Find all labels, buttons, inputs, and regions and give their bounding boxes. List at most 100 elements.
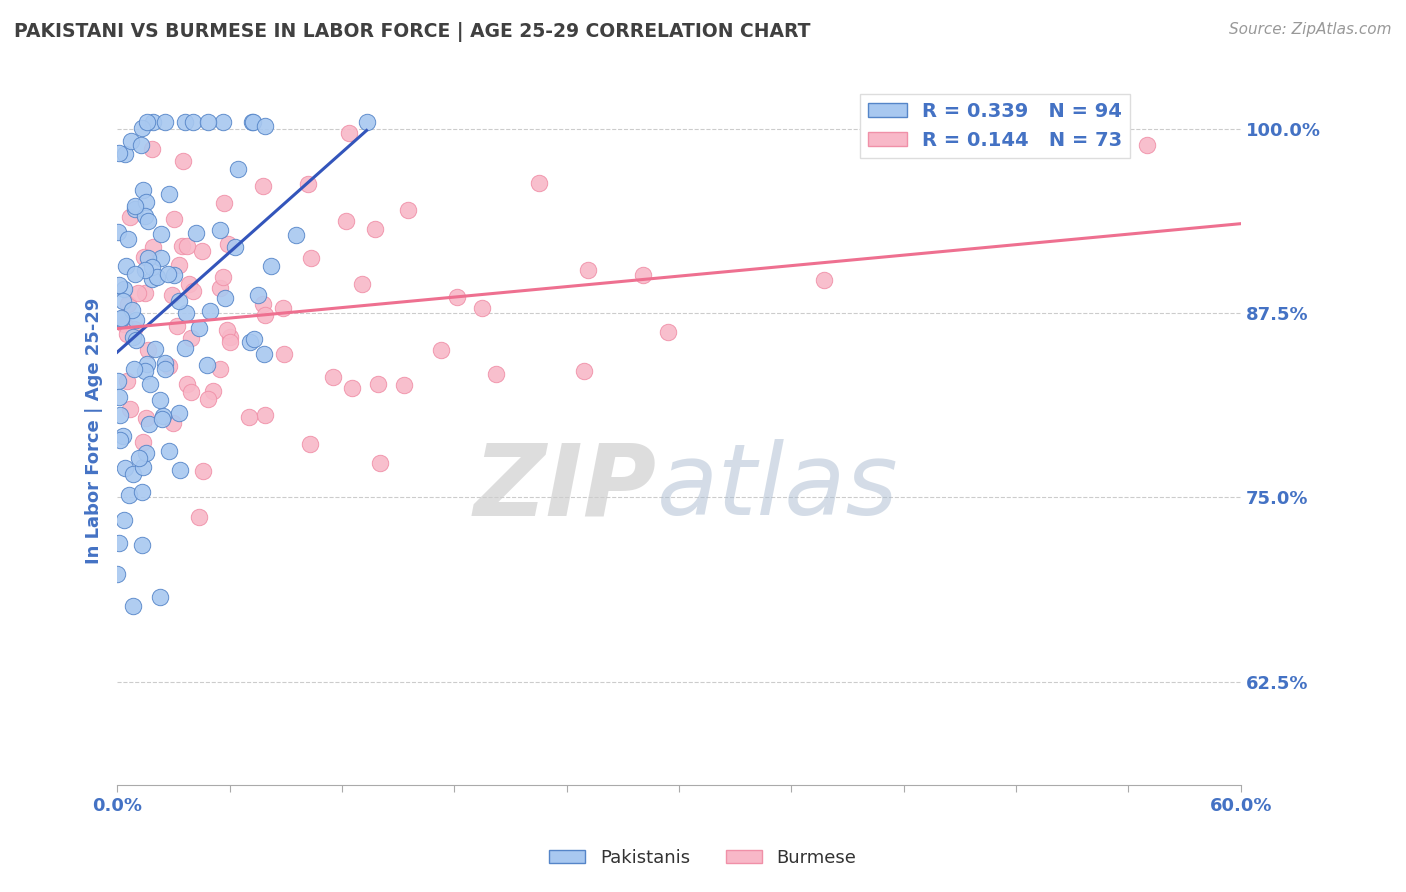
Point [114, 147, 136, 161]
Point [253, 347, 276, 361]
Point [107, 374, 129, 388]
Point [191, 465, 214, 479]
Point [170, 239, 193, 253]
Point [392, 377, 415, 392]
Point [342, 381, 364, 395]
Point [446, 290, 468, 304]
Point [139, 377, 162, 392]
Point [1136, 138, 1159, 153]
Point [246, 287, 269, 301]
Text: PAKISTANI VS BURMESE IN LABOR FORCE | AGE 25-29 CORRELATION CHART: PAKISTANI VS BURMESE IN LABOR FORCE | AG… [14, 22, 811, 42]
Point [120, 402, 142, 417]
Point [142, 114, 165, 128]
Point [186, 227, 208, 241]
Point [176, 239, 198, 253]
Point [132, 183, 155, 197]
Point [107, 535, 129, 549]
Point [226, 161, 249, 176]
Point [212, 196, 235, 211]
Point [124, 202, 146, 216]
Point [174, 341, 197, 355]
Point [202, 384, 225, 398]
Point [141, 142, 163, 156]
Point [242, 114, 264, 128]
Point [134, 250, 156, 264]
Point [135, 411, 157, 425]
Point [813, 273, 835, 287]
Point [138, 417, 160, 431]
Point [122, 599, 145, 613]
Text: ZIP: ZIP [474, 439, 657, 536]
Point [132, 435, 155, 450]
Point [112, 513, 135, 527]
Point [208, 223, 231, 237]
Point [108, 146, 131, 161]
Point [108, 408, 131, 422]
Point [239, 335, 262, 350]
Point [134, 209, 156, 223]
Point [167, 294, 190, 309]
Point [212, 270, 235, 285]
Point [191, 244, 214, 258]
Point [363, 222, 385, 236]
Point [148, 392, 170, 407]
Point [117, 297, 139, 311]
Point [183, 114, 205, 128]
Point [471, 301, 494, 315]
Point [633, 268, 655, 282]
Point [121, 302, 143, 317]
Point [167, 406, 190, 420]
Point [134, 285, 156, 300]
Point [350, 277, 373, 291]
Point [162, 417, 184, 431]
Point [297, 177, 319, 191]
Point [215, 323, 238, 337]
Point [260, 259, 283, 273]
Point [527, 176, 550, 190]
Text: Source: ZipAtlas.com: Source: ZipAtlas.com [1229, 22, 1392, 37]
Point [172, 153, 194, 168]
Point [122, 467, 145, 481]
Point [135, 195, 157, 210]
Point [149, 251, 172, 265]
Point [143, 342, 166, 356]
Point [118, 488, 141, 502]
Point [152, 409, 174, 424]
Point [114, 461, 136, 475]
Point [174, 306, 197, 320]
Point [238, 409, 260, 424]
Point [157, 444, 180, 458]
Point [368, 456, 391, 470]
Point [163, 211, 186, 226]
Point [110, 310, 132, 325]
Point [131, 120, 153, 135]
Point [115, 259, 138, 273]
Point [240, 114, 263, 128]
Point [131, 459, 153, 474]
Point [136, 343, 159, 357]
Point [217, 236, 239, 251]
Point [174, 114, 197, 128]
Point [111, 429, 134, 443]
Point [135, 445, 157, 459]
Point [187, 321, 209, 335]
Point [105, 566, 128, 581]
Point [657, 325, 679, 339]
Point [252, 297, 274, 311]
Point [273, 347, 295, 361]
Point [128, 450, 150, 465]
Point [197, 392, 219, 406]
Point [141, 272, 163, 286]
Point [157, 187, 180, 202]
Point [430, 343, 453, 357]
Point [121, 330, 143, 344]
Point [131, 538, 153, 552]
Point [110, 312, 132, 326]
Point [208, 362, 231, 376]
Point [124, 199, 146, 213]
Point [142, 240, 165, 254]
Point [129, 137, 152, 152]
Point [131, 485, 153, 500]
Point [180, 331, 202, 345]
Point [243, 333, 266, 347]
